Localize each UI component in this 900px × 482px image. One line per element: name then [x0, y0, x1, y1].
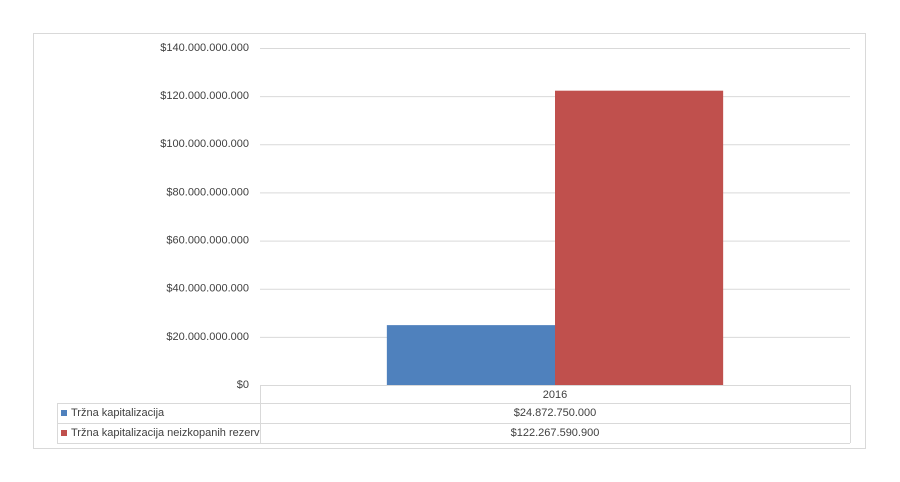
y-tick-label: $40.000.000.000	[166, 283, 249, 295]
legend-label: Tržna kapitalizacija neizkopanih rezerv	[71, 427, 260, 439]
legend-swatch	[61, 410, 67, 416]
y-tick-label: $120.000.000.000	[160, 90, 249, 102]
y-tick-label: $100.000.000.000	[160, 138, 249, 150]
y-tick-label: $80.000.000.000	[166, 186, 249, 198]
legend-swatch	[61, 430, 67, 436]
y-tick-label: $20.000.000.000	[166, 331, 249, 343]
y-tick-label: $60.000.000.000	[166, 234, 249, 246]
y-tick-label: $0	[237, 379, 249, 391]
bar	[555, 90, 724, 385]
data-table-value: $24.872.750.000	[514, 407, 597, 419]
y-tick-label: $140.000.000.000	[160, 42, 249, 54]
x-tick-label: 2016	[543, 389, 567, 401]
legend-label: Tržna kapitalizacija	[71, 407, 165, 419]
bar	[386, 325, 555, 385]
data-table-value: $122.267.590.900	[511, 427, 600, 439]
